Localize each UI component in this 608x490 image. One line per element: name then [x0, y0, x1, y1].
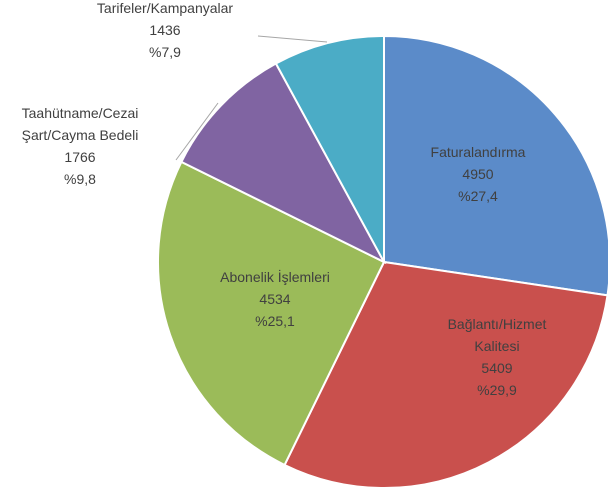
percent-label: %27,4 — [458, 188, 498, 204]
data-label: Abonelik İşlemleri 4534 %25,1 — [195, 266, 355, 332]
percent-label: %25,1 — [255, 313, 295, 329]
category-label: Faturalandırma — [430, 144, 526, 160]
percent-label: %9,8 — [64, 171, 96, 187]
category-label: Taahütname/Cezai Şart/Cayma Bedeli — [21, 105, 139, 143]
data-label: Bağlantı/Hizmet Kalitesi 5409 %29,9 — [432, 313, 562, 401]
category-label: Tarifeler/Kampanyalar — [96, 0, 234, 16]
category-label: Bağlantı/Hizmet Kalitesi — [447, 316, 547, 354]
value-label: 4950 — [462, 166, 494, 182]
pie-slice — [383, 34, 608, 297]
data-label: Faturalandırma 4950 %27,4 — [408, 141, 548, 207]
percent-label: %7,9 — [149, 44, 181, 60]
data-label: Taahütname/Cezai Şart/Cayma Bedeli 1766 %9… — [5, 102, 155, 190]
percent-label: %29,9 — [477, 382, 517, 398]
value-label: 1436 — [149, 22, 181, 38]
value-label: 4534 — [259, 291, 291, 307]
pie-slice — [180, 62, 387, 265]
leader-line — [175, 102, 219, 161]
leader-line — [257, 35, 328, 43]
value-label: 1766 — [64, 149, 96, 165]
pie-slice — [274, 34, 385, 263]
value-label: 5409 — [481, 360, 513, 376]
pie-slice — [283, 260, 608, 489]
data-label: Tarifeler/Kampanyalar 1436 %7,9 — [65, 0, 265, 63]
pie-slice — [157, 160, 386, 467]
category-label: Abonelik İşlemleri — [220, 269, 330, 285]
